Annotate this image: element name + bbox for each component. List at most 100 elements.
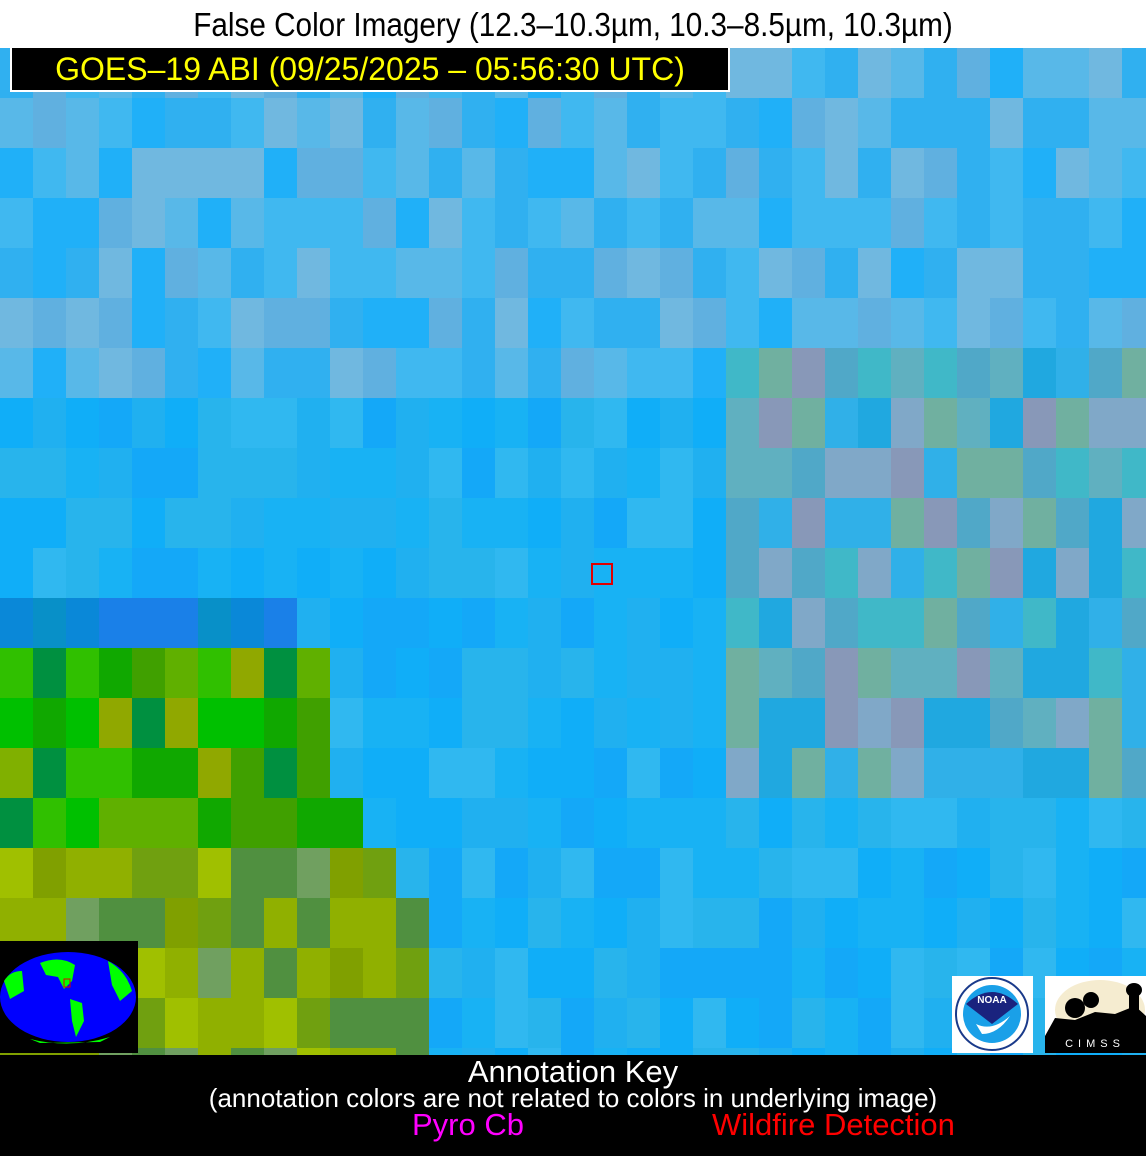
imagery-pixel-block xyxy=(759,198,792,248)
imagery-pixel-block xyxy=(330,998,363,1048)
imagery-pixel-block xyxy=(792,698,825,748)
imagery-pixel-block xyxy=(396,198,429,248)
globe-locator-inset xyxy=(0,941,138,1053)
imagery-pixel-block xyxy=(198,848,231,898)
imagery-pixel-block xyxy=(957,898,990,948)
imagery-pixel-block xyxy=(495,648,528,698)
imagery-pixel-block xyxy=(561,848,594,898)
imagery-pixel-block xyxy=(66,398,99,448)
imagery-pixel-block xyxy=(792,848,825,898)
imagery-pixel-block xyxy=(924,698,957,748)
imagery-pixel-block xyxy=(264,898,297,948)
imagery-pixel-block xyxy=(726,748,759,798)
imagery-pixel-block xyxy=(957,448,990,498)
imagery-pixel-block xyxy=(0,148,33,198)
imagery-pixel-block xyxy=(627,998,660,1048)
imagery-pixel-block xyxy=(693,498,726,548)
imagery-pixel-block xyxy=(858,1048,891,1055)
imagery-pixel-block xyxy=(1056,448,1089,498)
imagery-pixel-block xyxy=(726,298,759,348)
imagery-pixel-block xyxy=(594,698,627,748)
imagery-pixel-block xyxy=(429,1048,462,1055)
imagery-pixel-block xyxy=(495,148,528,198)
imagery-pixel-block xyxy=(990,348,1023,398)
imagery-pixel-block xyxy=(660,348,693,398)
imagery-pixel-block xyxy=(1023,48,1056,98)
imagery-pixel-block xyxy=(660,248,693,298)
imagery-pixel-block xyxy=(726,498,759,548)
imagery-pixel-block xyxy=(1056,98,1089,148)
imagery-pixel-block xyxy=(924,898,957,948)
imagery-pixel-block xyxy=(693,848,726,898)
imagery-pixel-block xyxy=(1122,498,1146,548)
imagery-pixel-block xyxy=(561,598,594,648)
imagery-pixel-block xyxy=(165,948,198,998)
imagery-pixel-block xyxy=(759,998,792,1048)
imagery-pixel-block xyxy=(693,448,726,498)
imagery-pixel-block xyxy=(726,598,759,648)
imagery-pixel-block xyxy=(231,998,264,1048)
imagery-pixel-block xyxy=(924,448,957,498)
imagery-pixel-block xyxy=(0,548,33,598)
imagery-pixel-block xyxy=(363,398,396,448)
imagery-pixel-block xyxy=(660,848,693,898)
imagery-pixel-block xyxy=(429,398,462,448)
imagery-pixel-block xyxy=(792,448,825,498)
imagery-pixel-block xyxy=(627,748,660,798)
imagery-pixel-block xyxy=(429,748,462,798)
imagery-pixel-block xyxy=(363,198,396,248)
imagery-pixel-block xyxy=(99,148,132,198)
imagery-pixel-block xyxy=(231,98,264,148)
imagery-pixel-block xyxy=(957,48,990,98)
imagery-pixel-block xyxy=(627,848,660,898)
imagery-pixel-block xyxy=(363,98,396,148)
imagery-pixel-block xyxy=(33,348,66,398)
imagery-pixel-block xyxy=(198,648,231,698)
imagery-pixel-block xyxy=(726,698,759,748)
imagery-pixel-block xyxy=(759,348,792,398)
imagery-pixel-block xyxy=(198,498,231,548)
imagery-pixel-block xyxy=(891,548,924,598)
imagery-pixel-block xyxy=(1023,798,1056,848)
imagery-pixel-block xyxy=(1056,598,1089,648)
imagery-pixel-block xyxy=(957,648,990,698)
imagery-pixel-block xyxy=(1122,848,1146,898)
imagery-pixel-block xyxy=(528,298,561,348)
imagery-pixel-block xyxy=(990,498,1023,548)
imagery-pixel-block xyxy=(1089,498,1122,548)
imagery-pixel-block xyxy=(825,148,858,198)
imagery-pixel-block xyxy=(198,798,231,848)
imagery-pixel-block xyxy=(1023,298,1056,348)
imagery-pixel-block xyxy=(264,748,297,798)
imagery-pixel-block xyxy=(429,798,462,848)
imagery-pixel-block xyxy=(231,148,264,198)
imagery-pixel-block xyxy=(561,748,594,798)
imagery-pixel-block xyxy=(990,748,1023,798)
imagery-pixel-block xyxy=(825,198,858,248)
imagery-pixel-block xyxy=(132,598,165,648)
imagery-pixel-block xyxy=(528,398,561,448)
imagery-pixel-block xyxy=(792,398,825,448)
imagery-pixel-block xyxy=(198,948,231,998)
imagery-pixel-block xyxy=(891,698,924,748)
imagery-pixel-block xyxy=(264,248,297,298)
imagery-pixel-block xyxy=(462,698,495,748)
imagery-pixel-block xyxy=(528,798,561,848)
imagery-pixel-block xyxy=(1056,698,1089,748)
imagery-pixel-block xyxy=(660,748,693,798)
imagery-pixel-block xyxy=(594,98,627,148)
imagery-pixel-block xyxy=(594,1048,627,1055)
imagery-pixel-block xyxy=(495,948,528,998)
imagery-pixel-block xyxy=(1089,148,1122,198)
imagery-pixel-block xyxy=(363,848,396,898)
imagery-pixel-block xyxy=(1089,198,1122,248)
imagery-pixel-block xyxy=(363,798,396,848)
imagery-pixel-block xyxy=(1122,448,1146,498)
imagery-pixel-block xyxy=(693,648,726,698)
imagery-pixel-block xyxy=(231,348,264,398)
imagery-pixel-block xyxy=(726,148,759,198)
imagery-pixel-block xyxy=(858,848,891,898)
imagery-pixel-block xyxy=(165,148,198,198)
imagery-pixel-block xyxy=(330,498,363,548)
imagery-pixel-block xyxy=(1056,198,1089,248)
